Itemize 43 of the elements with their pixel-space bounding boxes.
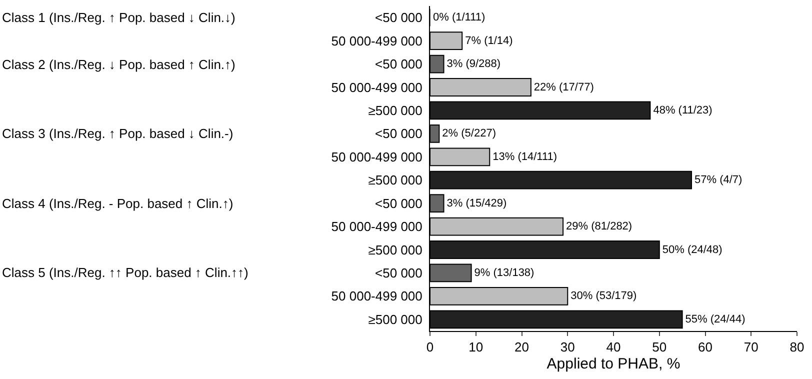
x-tick-label: 60 [698, 340, 712, 355]
y-tick-label: 50 000-499 000 [331, 80, 422, 95]
data-label: 50% (24/48) [662, 244, 722, 256]
x-tick-label: 80 [790, 340, 804, 355]
x-tick-label: 30 [560, 340, 575, 355]
x-tick-label: 20 [514, 340, 529, 355]
y-tick-label: ≥500 000 [368, 103, 422, 118]
data-label: 55% (24/44) [685, 313, 746, 326]
data-label: 13% (14/111) [492, 150, 558, 163]
text: Class 5 (Ins./Reg. ↑↑ Pop. based ↑ Clin.↑↑) [2, 265, 248, 280]
data-label: 9% (13/138) [474, 266, 534, 279]
data-label: 2% (5/227) [442, 128, 496, 140]
y-tick-label: <50 000 [375, 126, 422, 142]
text: Class 2 (Ins./Reg. ↓ Pop. based ↑ Clin.↑) [2, 57, 236, 72]
x-tick-label: 10 [468, 340, 484, 355]
y-tick-label: ≥500 000 [368, 312, 422, 327]
x-tick-label: 0 [426, 340, 434, 355]
y-tick-label: ≥500 000 [368, 172, 422, 188]
x-tick-label: 40 [606, 340, 621, 355]
y-tick-label: <50 000 [375, 266, 422, 281]
y-tick-label: <50 000 [375, 196, 422, 211]
y-tick-label: <50 000 [375, 56, 422, 72]
data-label: 48% (11/23) [653, 104, 712, 116]
x-tick-label: 50 [652, 340, 667, 355]
data-label: 30% (53/179) [570, 290, 637, 302]
x-tick-label: 70 [744, 340, 758, 355]
x-axis-title: Applied to PHAB, % [546, 356, 680, 373]
data-label: 0% (1/111) [433, 12, 486, 24]
y-tick-label: 50 000-499 000 [331, 149, 422, 164]
y-tick-label: 50 000-499 000 [331, 33, 422, 48]
data-label: 57% (4/7) [694, 174, 742, 186]
text: Class 3 (Ins./Reg. ↑ Pop. based ↓ Clin.-) [2, 126, 234, 141]
data-label: 3% (15/429) [446, 197, 507, 210]
text: Class 4 (Ins./Reg. - Pop. based ↑ Clin.↑) [2, 196, 234, 211]
data-label: 22% (17/77) [534, 81, 594, 94]
y-tick-label: ≥500 000 [368, 242, 422, 258]
y-tick-label: 50 000-499 000 [331, 288, 422, 304]
y-tick-label: <50 000 [375, 10, 422, 26]
y-tick-label: 50 000-499 000 [331, 219, 422, 234]
text: Class 1 (Ins./Reg. ↑ Pop. based ↓ Clin.↓) [2, 10, 236, 25]
data-label: 29% (81/282) [566, 220, 632, 233]
data-label: 7% (1/14) [465, 34, 513, 47]
data-label: 3% (9/288) [446, 58, 501, 70]
